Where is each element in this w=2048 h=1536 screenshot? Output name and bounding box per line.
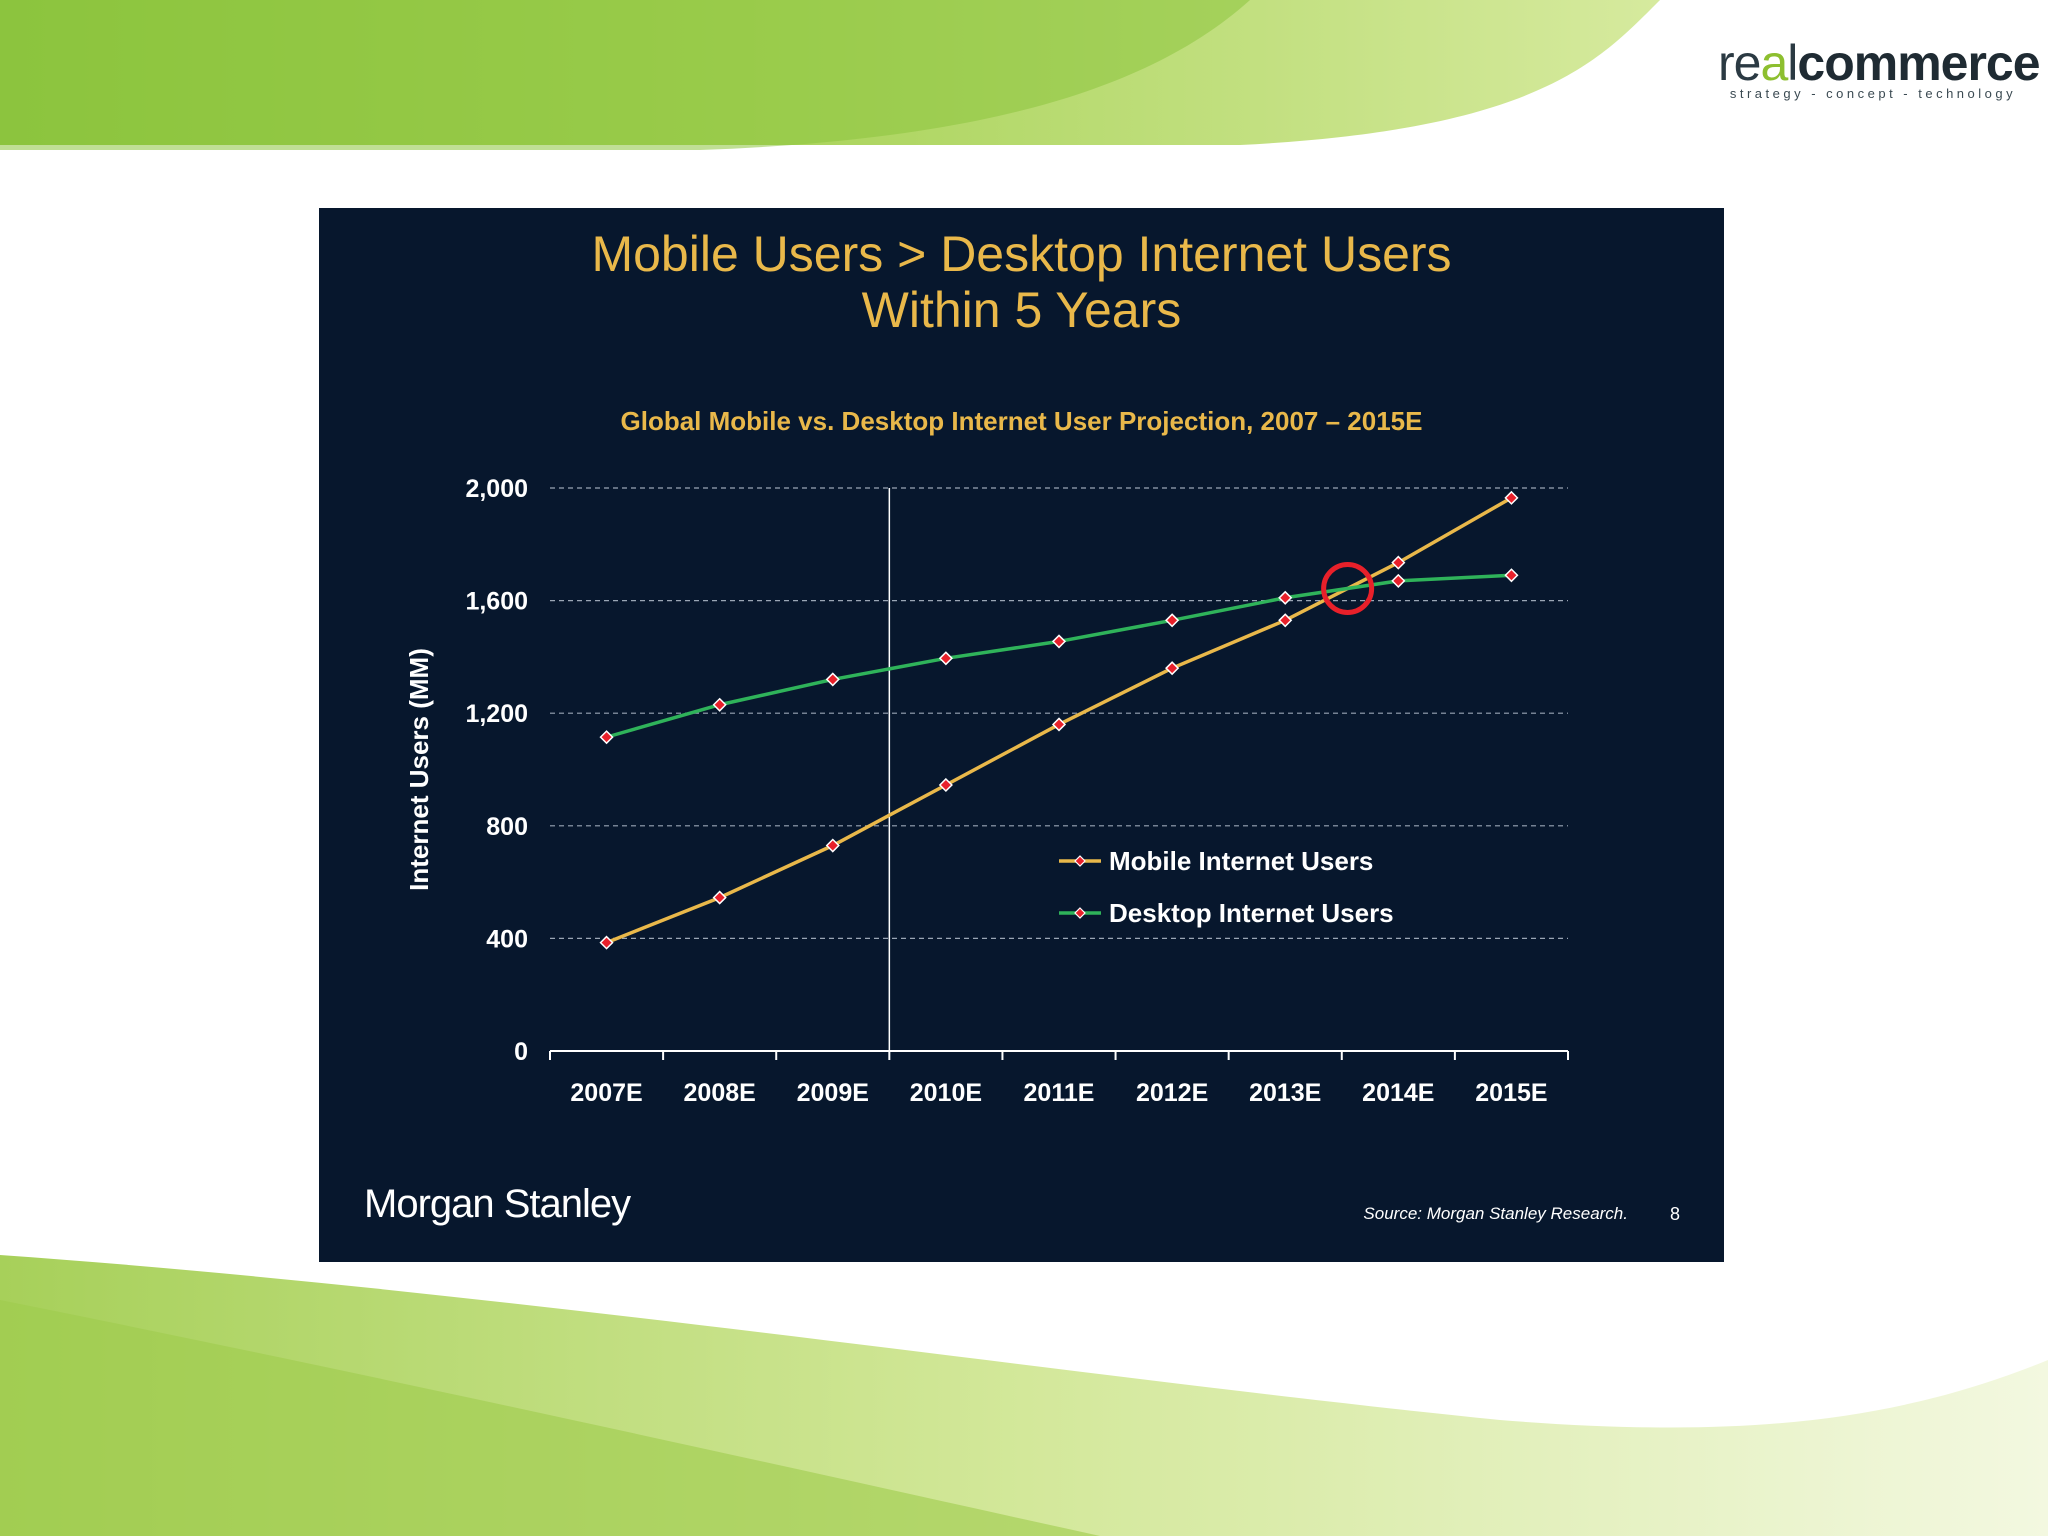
logo-mid: l [1787,35,1798,91]
data-point [1051,717,1067,732]
y-tick-label: 0 [514,1038,528,1066]
x-tick-label: 2011E [1024,1079,1095,1107]
data-point [599,935,614,950]
data-point [938,651,953,666]
data-point [1391,573,1406,588]
data-point [825,672,840,687]
legend-swatch-marker [1074,855,1086,867]
y-tick-label: 2,000 [465,475,528,503]
morgan-stanley-logo: Morgan Stanley [364,1182,631,1226]
x-tick-label: 2012E [1136,1079,1208,1107]
data-point [1051,634,1067,649]
data-point [1278,613,1293,628]
slide-title-line1: Mobile Users > Desktop Internet Users [591,226,1452,282]
logo-accent: a [1760,35,1788,91]
x-tick-label: 2013E [1249,1079,1321,1107]
data-point [712,697,727,712]
y-axis-label: Internet Users (MM) [404,648,434,891]
data-point [1391,555,1406,570]
data-point [1165,613,1180,628]
chart-panel: Mobile Users > Desktop Internet Users Wi… [319,208,1724,1262]
y-tick-label: 400 [486,925,528,953]
data-point [1278,590,1293,605]
legend-swatch-marker [1074,907,1086,919]
x-tick-label: 2008E [684,1079,756,1107]
slide-title: Mobile Users > Desktop Internet Users Wi… [319,226,1724,338]
data-point [1165,661,1180,676]
realcommerce-logo: realcommerce strategy - concept - techno… [1718,35,2041,101]
legend-label: Desktop Internet Users [1109,898,1394,928]
legend-label: Mobile Internet Users [1109,846,1373,876]
y-tick-label: 1,600 [465,588,528,616]
x-tick-label: 2009E [797,1079,869,1107]
y-tick-label: 1,200 [465,700,528,728]
x-tick-label: 2007E [570,1079,642,1107]
data-point [599,730,614,745]
line-chart: 0 400 800 1,200 1,600 2,000 2007E 2008E 2009E 201… [404,475,1569,1107]
chart-title: Global Mobile vs. Desktop Internet User … [620,406,1423,436]
x-tick-label: 2010E [910,1079,982,1107]
source-note: Source: Morgan Stanley Research. [1363,1204,1628,1223]
data-point [1504,490,1519,505]
data-point [825,838,840,853]
slide-title-line2: Within 5 Years [861,282,1182,338]
data-point [712,890,727,905]
logo-tagline: strategy - concept - technology [1729,86,2017,101]
page-number: 8 [1669,1204,1680,1224]
y-tick-label: 800 [486,813,528,841]
crossover-highlight-circle [1321,561,1375,615]
x-tick-label: 2015E [1475,1079,1547,1107]
logo-bold: commerce [1797,35,2040,91]
logo-prefix: re [1718,35,1761,91]
data-point [1504,568,1519,583]
data-point [938,777,953,793]
x-tick-label: 2014E [1362,1079,1434,1107]
